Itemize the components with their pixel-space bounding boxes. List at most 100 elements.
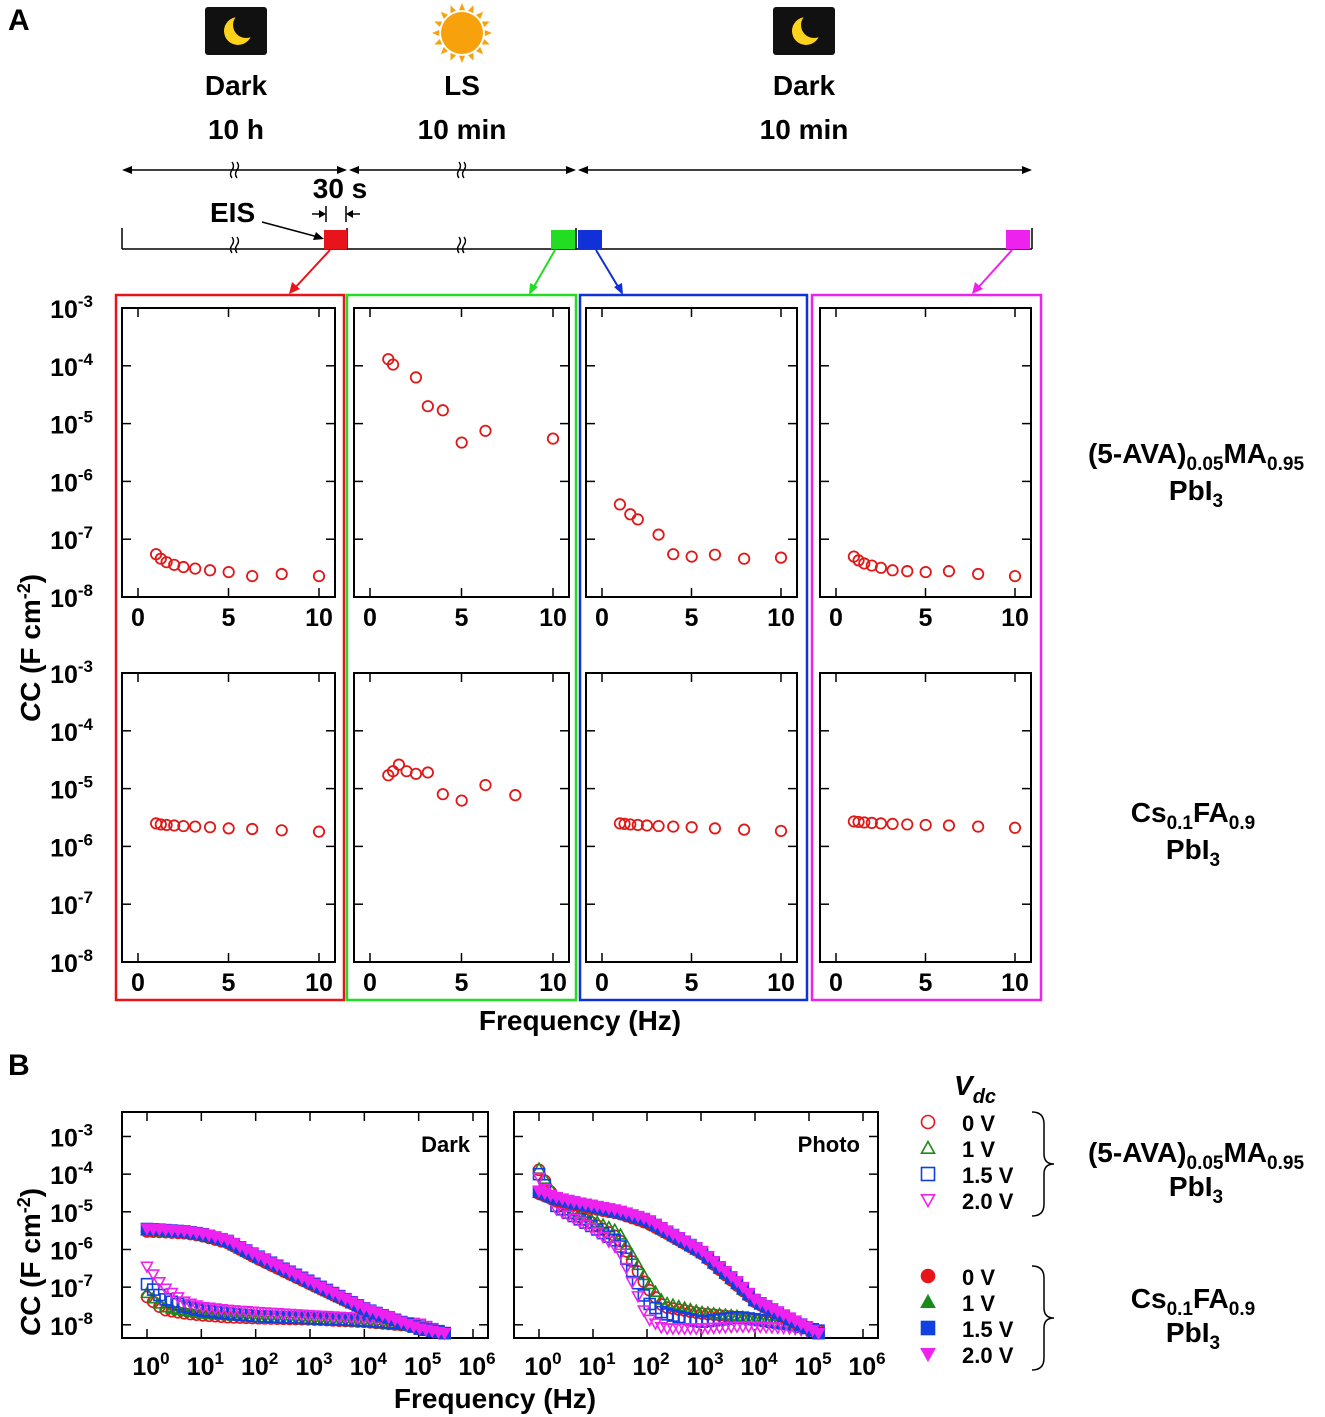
x-tick-label: 103: [686, 1349, 723, 1381]
txt: PbI: [1169, 1171, 1213, 1202]
data-point: [919, 565, 932, 579]
marker-triangle-down: [437, 1327, 452, 1341]
data-point: [858, 557, 871, 570]
data-point: [652, 528, 665, 541]
txt: dc: [973, 1086, 996, 1108]
data-point: [154, 818, 167, 831]
marker-triangle-up: [920, 1139, 936, 1154]
plot-frame: [585, 672, 798, 963]
b-y-axis-tail: ): [15, 1188, 46, 1197]
txt: (5-AVA): [1088, 1137, 1187, 1168]
x-tick-label: 0: [363, 604, 377, 632]
interval-label: 30 s: [313, 173, 368, 204]
legend-label: 2.0 V: [962, 1189, 1014, 1214]
data-point: [858, 816, 871, 829]
x-tick-label: 0: [829, 604, 843, 632]
marker-circle: [920, 1114, 936, 1130]
moon-icon: [773, 7, 835, 55]
y-tick-label-base: 10: [50, 412, 78, 440]
data-point: [613, 498, 627, 511]
b-row2-label-line1: Cs0.1FA0.9: [1131, 1283, 1255, 1320]
txt: 3: [1212, 1187, 1223, 1208]
sun-ray: [440, 11, 448, 19]
data-point: [409, 767, 423, 780]
marker-circle: [920, 1268, 936, 1284]
eis-marker-1: [324, 230, 347, 249]
phase-3-duration: 10 min: [760, 114, 849, 145]
y-tick-label: 10-5: [50, 1196, 93, 1228]
marker-triangle-down: [642, 1314, 657, 1328]
marker-triangle-down: [920, 1348, 936, 1363]
y-tick-label-exp: -3: [78, 657, 93, 676]
x-tick-label-exp: 1: [606, 1349, 615, 1368]
data-point: [631, 818, 644, 832]
a-row1-label-line1: (5-AVA)0.05MA0.95: [1088, 438, 1304, 475]
txt: 0.95: [1267, 1153, 1304, 1174]
frame-dark-10h: [114, 293, 346, 1002]
data-point: [479, 424, 492, 437]
data-point: [631, 513, 644, 526]
x-tick-label-exp: 3: [714, 1349, 723, 1368]
eis-marker-2: [551, 230, 575, 249]
x-tick-label-base: 10: [686, 1353, 714, 1381]
sun-ray: [484, 30, 492, 36]
a-y-axis-sup: -2: [14, 583, 34, 599]
y-tick-label-base: 10: [50, 527, 78, 555]
frame-dark-10min-end: [810, 293, 1043, 1002]
frame-dark-10min-start: [578, 293, 809, 1002]
legend-entry: 1.5 V: [920, 1317, 1014, 1342]
y-tick-label-exp: -8: [78, 581, 93, 600]
x-tick-label: 0: [595, 604, 609, 632]
x-tick-label: 100: [524, 1349, 561, 1381]
y-tick-label-base: 10: [50, 950, 78, 978]
sun-icon: [432, 3, 492, 63]
x-tick-label: 10: [767, 604, 795, 632]
txt: 0.1: [1167, 813, 1194, 834]
data-point: [919, 818, 932, 832]
txt: V: [954, 1070, 975, 1101]
txt: 3: [1212, 491, 1223, 512]
phase-2-name: LS: [444, 70, 480, 101]
data-point: [222, 565, 235, 579]
y-tick-label: 10-4: [50, 715, 93, 747]
x-tick-label: 5: [222, 604, 236, 632]
y-tick-label-exp: -7: [78, 523, 93, 542]
marker-triangle-down: [607, 1241, 622, 1254]
y-tick-label-exp: -6: [78, 1233, 93, 1252]
legend-entry: 2.0 V: [920, 1189, 1014, 1214]
a-y-axis-text: C (F cm: [15, 599, 46, 702]
txt: PbI: [1166, 834, 1210, 865]
x-tick-label: 5: [222, 969, 236, 997]
y-tick-label-exp: -8: [78, 1309, 93, 1328]
a-plot-6: 0 5 10: [585, 672, 798, 997]
x-tick-label: 0: [131, 604, 145, 632]
data-point: [177, 819, 190, 833]
data-point: [421, 400, 434, 413]
marker-triangle-up: [146, 1291, 161, 1304]
x-tick-label: 5: [685, 969, 699, 997]
y-tick-label-base: 10: [50, 1162, 78, 1190]
x-tick-label: 101: [578, 1349, 615, 1381]
txt: PbI: [1166, 1317, 1210, 1348]
x-tick-label-exp: 4: [378, 1349, 388, 1368]
marker-triangle-down: [152, 1276, 167, 1290]
y-tick-label-base: 10: [50, 719, 78, 747]
connector-arrows: [289, 249, 1013, 295]
data-point: [546, 432, 560, 445]
legend-label: 1 V: [962, 1291, 995, 1316]
interval-arrows: [312, 206, 360, 222]
panel-b-letter: B: [8, 1049, 30, 1082]
a-plot-4: 0 5 10: [121, 672, 336, 997]
data-point: [479, 778, 492, 792]
x-tick-label-base: 10: [241, 1353, 269, 1381]
data-point: [942, 565, 956, 578]
sun-ray: [450, 5, 457, 14]
data-point: [203, 821, 217, 834]
y-tick-label-exp: -4: [78, 350, 94, 369]
x-tick-label: 0: [595, 969, 609, 997]
data-point: [708, 548, 722, 561]
data-point: [774, 824, 788, 838]
data-point: [275, 824, 288, 837]
eis-pointer: [261, 221, 324, 240]
plot-frame: [513, 1111, 879, 1339]
